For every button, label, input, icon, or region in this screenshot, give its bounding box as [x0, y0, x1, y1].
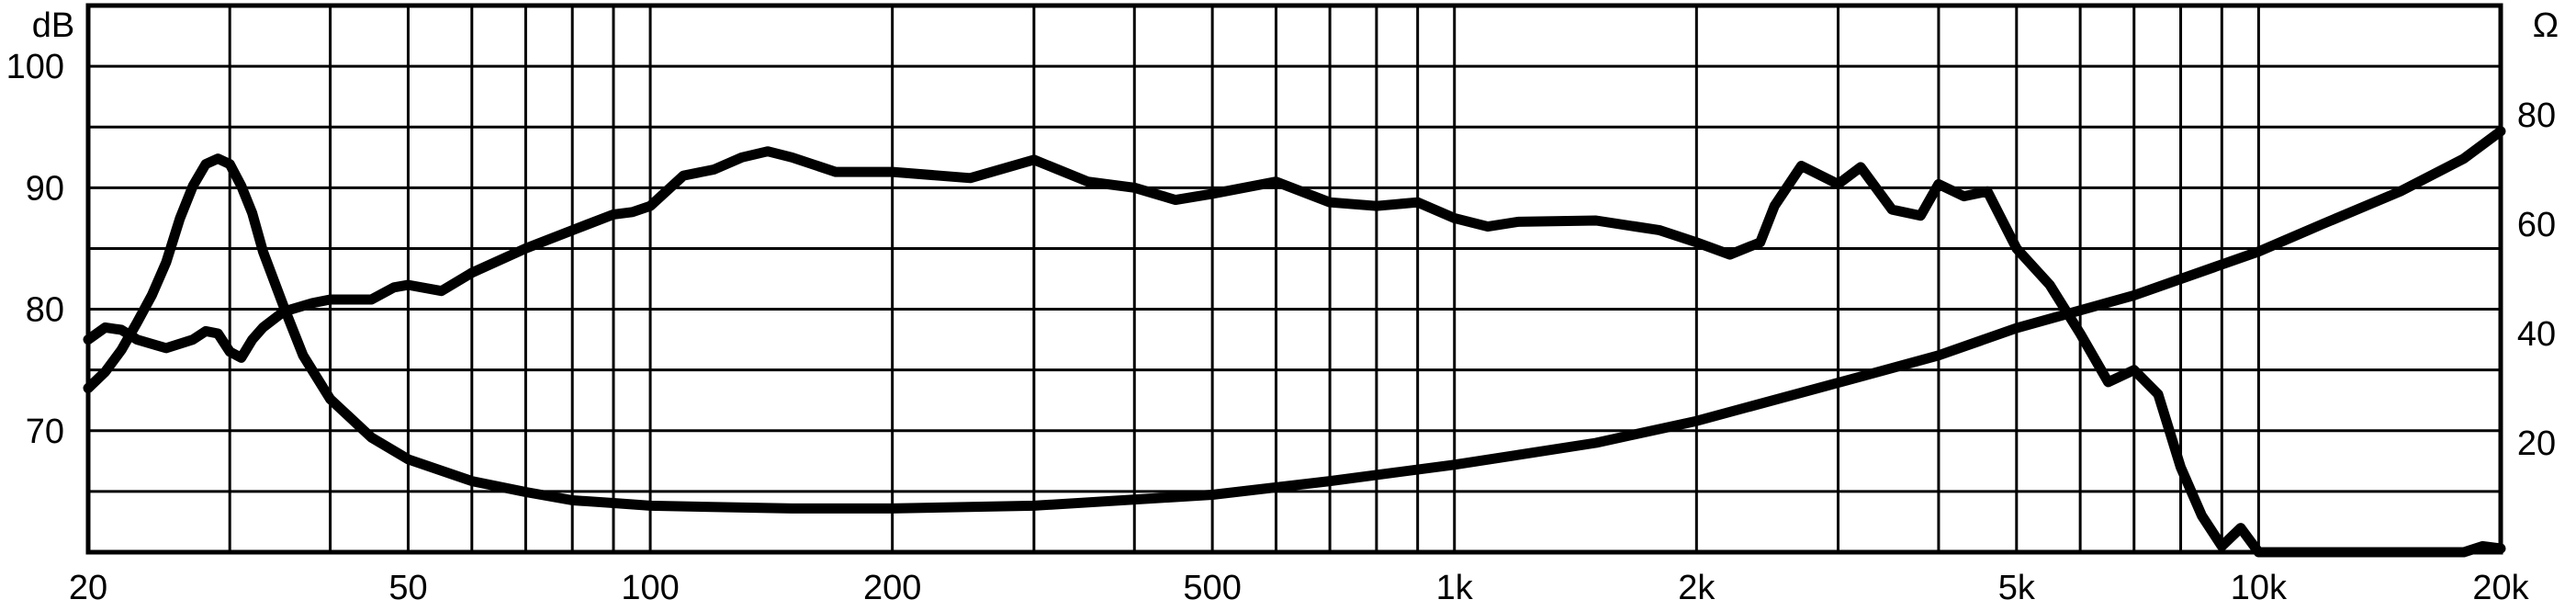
- x-tick-label: 500: [1183, 569, 1241, 607]
- data-curves: [83, 126, 2506, 558]
- x-axis-tick-labels: 20 50 100 200 500 1k 2k 5k 10k 20k: [69, 569, 2530, 607]
- left-axis-unit-label: dB: [32, 6, 74, 45]
- left-axis-tick-labels: 70 80 90 100: [6, 48, 64, 451]
- x-tick-label: 20: [69, 569, 107, 607]
- x-tick-label: 20k: [2472, 569, 2529, 607]
- x-tick-label: 50: [388, 569, 427, 607]
- left-tick-label: 80: [26, 291, 64, 330]
- x-tick-label: 2k: [1678, 569, 1715, 607]
- plot-frame: [85, 3, 2503, 555]
- x-tick-label: 200: [863, 569, 921, 607]
- right-tick-label: 20: [2517, 424, 2556, 463]
- right-tick-label: 80: [2517, 96, 2556, 135]
- right-tick-label: 40: [2517, 315, 2556, 354]
- impedance-curve: [83, 126, 2506, 514]
- left-tick-label: 70: [26, 413, 64, 451]
- x-tick-label: 1k: [1436, 569, 1474, 607]
- x-tick-label: 100: [621, 569, 679, 607]
- right-axis-unit-label: Ω: [2533, 6, 2559, 45]
- right-axis-tick-labels: 20 40 60 80: [2517, 96, 2556, 463]
- x-tick-label: 10k: [2231, 569, 2288, 607]
- frequency-response-curve: [83, 146, 2506, 558]
- x-tick-label: 5k: [1998, 569, 2036, 607]
- left-tick-label: 90: [26, 169, 64, 208]
- left-tick-label: 100: [6, 48, 64, 86]
- right-tick-label: 60: [2517, 206, 2556, 244]
